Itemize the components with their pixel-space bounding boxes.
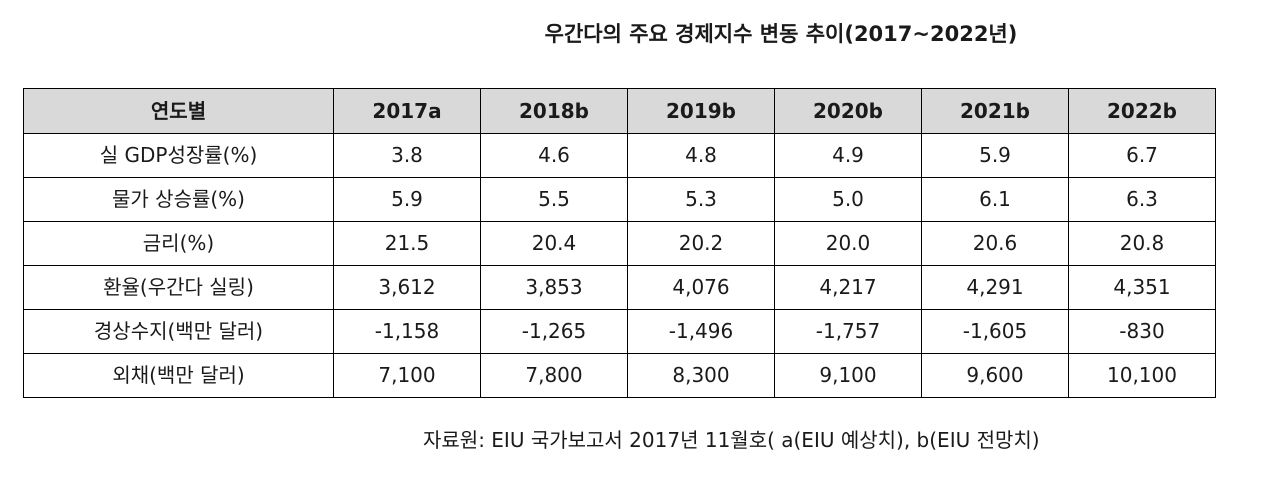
table-cell: 5.3 [627,177,775,222]
row-label: 외채(백만 달러) [23,353,334,398]
table-cell: 7,800 [480,353,628,398]
table-cell: 4.9 [774,133,922,178]
table-cell: -1,496 [627,309,775,354]
table-header-row: 연도별 2017a 2018b 2019b 2020b 2021b 2022b [23,88,1216,134]
table-cell: 20.8 [1068,221,1216,266]
table-cell: 9,600 [921,353,1069,398]
table-row-interest-rate: 금리(%) 21.5 20.4 20.2 20.0 20.6 20.8 [23,221,1216,266]
table-cell: 20.4 [480,221,628,266]
table-cell: 5.9 [333,177,481,222]
table-cell: 3,853 [480,265,628,310]
table-cell: 6.3 [1068,177,1216,222]
table-cell: 6.7 [1068,133,1216,178]
header-2022: 2022b [1068,88,1216,134]
table-cell: 10,100 [1068,353,1216,398]
table-row-current-account: 경상수지(백만 달러) -1,158 -1,265 -1,496 -1,757 … [23,309,1216,354]
header-2019: 2019b [627,88,775,134]
table-cell: 8,300 [627,353,775,398]
table-cell: 5.5 [480,177,628,222]
table-cell: 4.8 [627,133,775,178]
table-cell: 9,100 [774,353,922,398]
table-cell: 6.1 [921,177,1069,222]
table-cell: 21.5 [333,221,481,266]
header-year-label: 연도별 [23,88,334,134]
row-label: 환율(우간다 실링) [23,265,334,310]
table-cell: 7,100 [333,353,481,398]
table-cell: 5.9 [921,133,1069,178]
table-cell: -1,265 [480,309,628,354]
row-label: 물가 상승률(%) [23,177,334,222]
page-title: 우간다의 주요 경제지수 변동 추이(2017~2022년) [544,22,1018,46]
table-cell: 4,076 [627,265,775,310]
table-row-external-debt: 외채(백만 달러) 7,100 7,800 8,300 9,100 9,600 … [23,353,1216,398]
table-row-exchange-rate: 환율(우간다 실링) 3,612 3,853 4,076 4,217 4,291… [23,265,1216,310]
table-cell: 4.6 [480,133,628,178]
table-cell: 20.6 [921,221,1069,266]
row-label: 경상수지(백만 달러) [23,309,334,354]
header-2020: 2020b [774,88,922,134]
table-cell: 20.2 [627,221,775,266]
table-cell: -830 [1068,309,1216,354]
table-row-inflation: 물가 상승률(%) 5.9 5.5 5.3 5.0 6.1 6.3 [23,177,1216,222]
table-cell: 4,351 [1068,265,1216,310]
row-label: 실 GDP성장률(%) [23,133,334,178]
header-2018: 2018b [480,88,628,134]
economic-indicators-table: 연도별 2017a 2018b 2019b 2020b 2021b 2022b … [23,88,1216,398]
source-note: 자료원: EIU 국가보고서 2017년 11월호( a(EIU 예상치), b… [423,428,1040,452]
table-cell: -1,158 [333,309,481,354]
table-cell: 3.8 [333,133,481,178]
table-cell: 20.0 [774,221,922,266]
table-cell: -1,605 [921,309,1069,354]
table-row-gdp-growth: 실 GDP성장률(%) 3.8 4.6 4.8 4.9 5.9 6.7 [23,133,1216,178]
header-2021: 2021b [921,88,1069,134]
table-cell: 4,217 [774,265,922,310]
row-label: 금리(%) [23,221,334,266]
header-2017: 2017a [333,88,481,134]
table-cell: 3,612 [333,265,481,310]
table-cell: -1,757 [774,309,922,354]
table-cell: 4,291 [921,265,1069,310]
table-cell: 5.0 [774,177,922,222]
